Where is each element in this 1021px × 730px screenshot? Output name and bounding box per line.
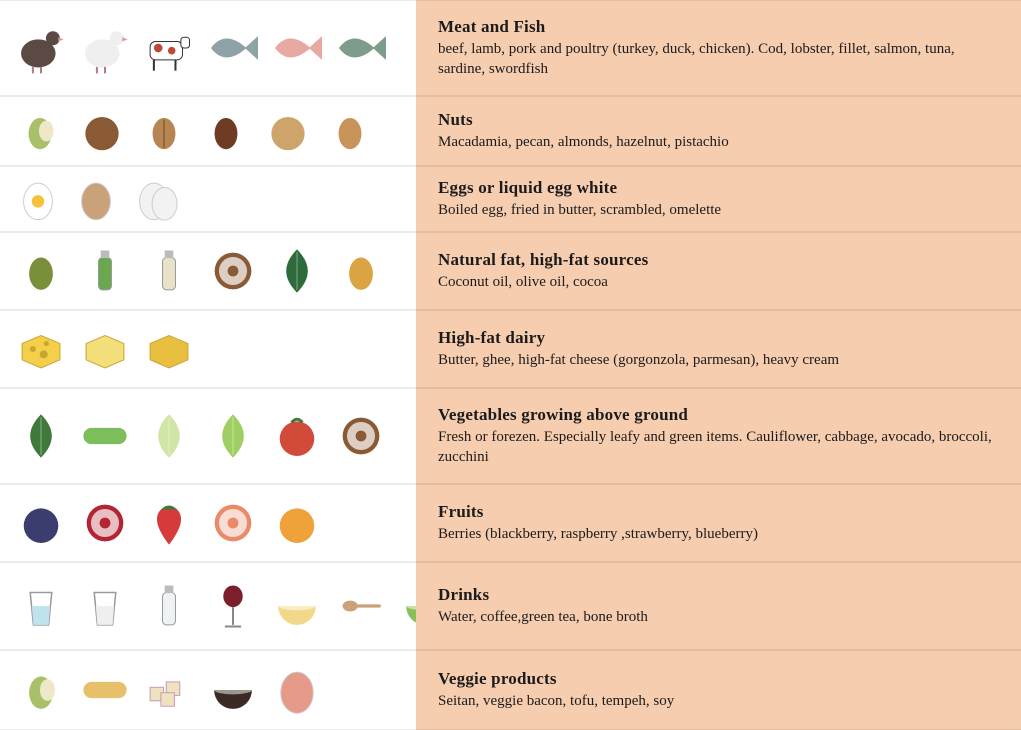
category-illustration-cell: [0, 96, 416, 166]
fried-egg-icon: [14, 175, 62, 223]
cucumber-icon: [78, 409, 132, 463]
category-illustration-cell: [0, 0, 416, 96]
seitan-bowl-icon: [206, 663, 260, 717]
category-title: Eggs or liquid egg white: [438, 178, 999, 198]
category-description: Water, coffee,green tea, bone broth: [438, 607, 999, 627]
white-eggs-icon: [130, 175, 178, 223]
category-description: Seitan, veggie bacon, tofu, tempeh, soy: [438, 691, 999, 711]
food-categories-infographic: Meat and Fish beef, lamb, pork and poult…: [0, 0, 1021, 730]
almond-pile-icon: [324, 105, 376, 157]
broth-bowl-icon: [270, 579, 324, 633]
category-title: High-fat dairy: [438, 328, 999, 348]
category-description: Boiled egg, fried in butter, scrambled, …: [438, 200, 999, 220]
category-illustration-cell: [0, 562, 416, 650]
hazelnut-icon: [76, 105, 128, 157]
category-text-cell: Natural fat, high-fat sourcesCoconut oil…: [416, 232, 1021, 310]
lettuce-icon: [206, 409, 260, 463]
tempeh-icon: [78, 663, 132, 717]
blueberry-icon: [14, 496, 68, 550]
olive-icon: [14, 244, 68, 298]
category-illustration-cell: [0, 650, 416, 730]
category-illustration-cell: [0, 310, 416, 388]
category-title: Drinks: [438, 585, 999, 605]
fish-trout-icon: [334, 21, 388, 75]
turkey-icon: [14, 21, 68, 75]
oil-carafe-icon: [142, 244, 196, 298]
avocado-half-icon: [334, 409, 388, 463]
butter-block-icon: [78, 322, 132, 376]
category-row: Meat and Fish beef, lamb, pork and poult…: [0, 0, 1021, 96]
category-title: Natural fat, high-fat sources: [438, 250, 999, 270]
tomato-icon: [270, 409, 324, 463]
category-illustration-cell: [0, 388, 416, 484]
cocoa-pod-icon: [334, 244, 388, 298]
category-text-cell: DrinksWater, coffee,green tea, bone brot…: [416, 562, 1021, 650]
category-illustration-cell: [0, 166, 416, 232]
cow-icon: [142, 21, 196, 75]
coconut-half-icon: [206, 244, 260, 298]
coffee-cup-icon: [78, 579, 132, 633]
category-row: NutsMacadamia, pecan, almonds, hazelnut,…: [0, 96, 1021, 166]
strawberry-icon: [142, 496, 196, 550]
category-row: DrinksWater, coffee,green tea, bone brot…: [0, 562, 1021, 650]
milk-carton-icon: [142, 579, 196, 633]
brazil-nut-icon: [200, 105, 252, 157]
wine-glass-icon: [206, 579, 260, 633]
category-description: Berries (blackberry, raspberry ,strawber…: [438, 524, 999, 544]
category-text-cell: High-fat dairyButter, ghee, high-fat che…: [416, 310, 1021, 388]
category-title: Vegetables growing above ground: [438, 405, 999, 425]
category-title: Fruits: [438, 502, 999, 522]
pomegranate-icon: [78, 496, 132, 550]
cheese-wedge-icon: [142, 322, 196, 376]
category-row: High-fat dairyButter, ghee, high-fat che…: [0, 310, 1021, 388]
category-text-cell: Meat and Fish beef, lamb, pork and poult…: [416, 0, 1021, 96]
category-row: Natural fat, high-fat sourcesCoconut oil…: [0, 232, 1021, 310]
category-illustration-cell: [0, 484, 416, 562]
category-illustration-cell: [0, 232, 416, 310]
category-title: Veggie products: [438, 669, 999, 689]
category-row: Veggie productsSeitan, veggie bacon, tof…: [0, 650, 1021, 730]
fish-gray-icon: [206, 21, 260, 75]
tofu-cubes-icon: [142, 663, 196, 717]
palm-leaf-icon: [270, 244, 324, 298]
category-text-cell: NutsMacadamia, pecan, almonds, hazelnut,…: [416, 96, 1021, 166]
category-row: Vegetables growing above groundFresh or …: [0, 388, 1021, 484]
category-row: Eggs or liquid egg whiteBoiled egg, frie…: [0, 166, 1021, 232]
walnut-icon: [138, 105, 190, 157]
category-row: FruitsBerries (blackberry, raspberry ,st…: [0, 484, 1021, 562]
category-text-cell: Veggie productsSeitan, veggie bacon, tof…: [416, 650, 1021, 730]
category-text-cell: Vegetables growing above groundFresh or …: [416, 388, 1021, 484]
macadamia-icon: [262, 105, 314, 157]
category-description: Butter, ghee, high-fat cheese (gorgonzol…: [438, 350, 999, 370]
category-description: beef, lamb, pork and poultry (turkey, du…: [438, 39, 999, 80]
category-description: Macadamia, pecan, almonds, hazelnut, pis…: [438, 132, 999, 152]
brown-egg-icon: [72, 175, 120, 223]
pistachio-icon: [14, 105, 66, 157]
fish-pink-icon: [270, 21, 324, 75]
orange-icon: [270, 496, 324, 550]
avocado-bottle-icon: [78, 244, 132, 298]
bok-choy-icon: [142, 409, 196, 463]
veggie-bacon-icon: [270, 663, 324, 717]
grapefruit-half-icon: [206, 496, 260, 550]
chicken-icon: [78, 21, 132, 75]
category-text-cell: Eggs or liquid egg whiteBoiled egg, frie…: [416, 166, 1021, 232]
water-glass-icon: [14, 579, 68, 633]
edamame-icon: [14, 663, 68, 717]
category-description: Coconut oil, olive oil, cocoa: [438, 272, 999, 292]
category-text-cell: FruitsBerries (blackberry, raspberry ,st…: [416, 484, 1021, 562]
spoon-icon: [334, 579, 388, 633]
category-title: Nuts: [438, 110, 999, 130]
category-description: Fresh or forezen. Especially leafy and g…: [438, 427, 999, 468]
swiss-cheese-icon: [14, 322, 68, 376]
kale-icon: [14, 409, 68, 463]
category-title: Meat and Fish: [438, 17, 999, 37]
